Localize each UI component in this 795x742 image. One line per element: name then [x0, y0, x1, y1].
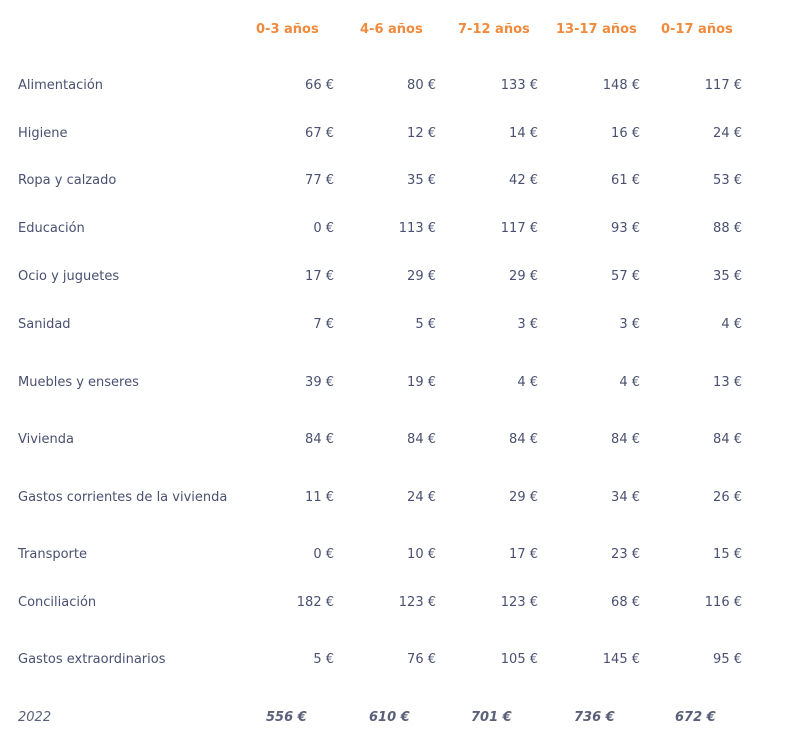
cell-value: 17 €	[305, 269, 334, 284]
row-label: Gastos corrientes de la vivienda	[18, 490, 228, 505]
cell-value: 14 €	[509, 126, 538, 141]
column-header: 4-6 años	[360, 22, 423, 37]
cell-value: 3 €	[619, 317, 640, 332]
cell-value: 182 €	[296, 595, 334, 610]
cell-value: 23 €	[611, 547, 640, 562]
table-row: Gastos extraordinarios 5 € 76 € 105 € 14…	[0, 650, 795, 670]
table-row: Ropa y calzado 77 € 35 € 42 € 61 € 53 €	[0, 171, 795, 191]
cell-value: 10 €	[407, 547, 436, 562]
cell-value: 17 €	[509, 547, 538, 562]
total-value: 610 €	[369, 710, 410, 725]
row-label: Transporte	[18, 547, 87, 562]
row-label: Alimentación	[18, 78, 104, 93]
cell-value: 80 €	[407, 78, 436, 93]
total-value: 672 €	[675, 710, 716, 725]
cell-value: 133 €	[500, 78, 538, 93]
cell-value: 3 €	[517, 317, 538, 332]
cell-value: 19 €	[407, 375, 436, 390]
cell-value: 39 €	[305, 375, 334, 390]
cell-value: 61 €	[611, 173, 640, 188]
cell-value: 68 €	[611, 595, 640, 610]
cell-value: 4 €	[721, 317, 742, 332]
cell-value: 29 €	[509, 269, 538, 284]
cell-value: 24 €	[713, 126, 742, 141]
total-row: 2022 556 € 610 € 701 € 736 € 672 €	[0, 708, 795, 728]
table-row: Transporte 0 € 10 € 17 € 23 € 15 €	[0, 545, 795, 565]
row-label: Gastos extraordinarios	[18, 652, 166, 667]
cell-value: 53 €	[713, 173, 742, 188]
cell-value: 117 €	[704, 78, 742, 93]
cell-value: 84 €	[407, 432, 436, 447]
row-label: Muebles y enseres	[18, 375, 139, 390]
cell-value: 11 €	[305, 490, 334, 505]
cell-value: 84 €	[305, 432, 334, 447]
cell-value: 66 €	[305, 78, 334, 93]
row-label: Educación	[18, 221, 85, 236]
cell-value: 35 €	[407, 173, 436, 188]
table-row: Alimentación 66 € 80 € 133 € 148 € 117 €	[0, 76, 795, 96]
cell-value: 113 €	[398, 221, 436, 236]
cell-value: 76 €	[407, 652, 436, 667]
table-row: Ocio y juguetes 17 € 29 € 29 € 57 € 35 €	[0, 267, 795, 287]
cell-value: 95 €	[713, 652, 742, 667]
cell-value: 57 €	[611, 269, 640, 284]
cell-value: 93 €	[611, 221, 640, 236]
table-row: Muebles y enseres 39 € 19 € 4 € 4 € 13 €	[0, 373, 795, 393]
total-value: 556 €	[266, 710, 307, 725]
cell-value: 29 €	[509, 490, 538, 505]
cell-value: 29 €	[407, 269, 436, 284]
row-label: Ocio y juguetes	[18, 269, 120, 284]
column-header: 0-17 años	[661, 22, 733, 37]
cell-value: 16 €	[611, 126, 640, 141]
row-label: Sanidad	[18, 317, 71, 332]
table-row: Educación 0 € 113 € 117 € 93 € 88 €	[0, 219, 795, 239]
cell-value: 24 €	[407, 490, 436, 505]
table-row: Higiene 67 € 12 € 14 € 16 € 24 €	[0, 124, 795, 144]
table-row: Gastos corrientes de la vivienda 11 € 24…	[0, 488, 795, 508]
cell-value: 145 €	[602, 652, 640, 667]
column-header: 7-12 años	[458, 22, 530, 37]
cell-value: 7 €	[313, 317, 334, 332]
cell-value: 26 €	[713, 490, 742, 505]
cell-value: 84 €	[611, 432, 640, 447]
cell-value: 4 €	[517, 375, 538, 390]
column-header: 0-3 años	[256, 22, 319, 37]
cell-value: 117 €	[500, 221, 538, 236]
row-label: Vivienda	[18, 432, 74, 447]
cell-value: 35 €	[713, 269, 742, 284]
cell-value: 67 €	[305, 126, 334, 141]
total-label: 2022	[18, 710, 52, 725]
row-label: Higiene	[18, 126, 68, 141]
cell-value: 0 €	[313, 221, 334, 236]
cell-value: 77 €	[305, 173, 334, 188]
cell-value: 34 €	[611, 490, 640, 505]
cell-value: 84 €	[509, 432, 538, 447]
row-label: Conciliación	[18, 595, 97, 610]
cell-value: 0 €	[313, 547, 334, 562]
cell-value: 116 €	[704, 595, 742, 610]
cell-value: 148 €	[602, 78, 640, 93]
cell-value: 123 €	[500, 595, 538, 610]
cell-value: 12 €	[407, 126, 436, 141]
cell-value: 84 €	[713, 432, 742, 447]
table-row: Vivienda 84 € 84 € 84 € 84 € 84 €	[0, 430, 795, 450]
cell-value: 123 €	[398, 595, 436, 610]
cell-value: 5 €	[313, 652, 334, 667]
cell-value: 42 €	[509, 173, 538, 188]
cell-value: 105 €	[500, 652, 538, 667]
cell-value: 15 €	[713, 547, 742, 562]
cell-value: 13 €	[713, 375, 742, 390]
cell-value: 88 €	[713, 221, 742, 236]
column-header: 13-17 años	[556, 22, 637, 37]
total-value: 736 €	[574, 710, 615, 725]
row-label: Ropa y calzado	[18, 173, 117, 188]
cell-value: 5 €	[415, 317, 436, 332]
cell-value: 4 €	[619, 375, 640, 390]
total-value: 701 €	[471, 710, 512, 725]
table-row: Conciliación 182 € 123 € 123 € 68 € 116 …	[0, 593, 795, 613]
table-row: Sanidad 7 € 5 € 3 € 3 € 4 €	[0, 315, 795, 335]
